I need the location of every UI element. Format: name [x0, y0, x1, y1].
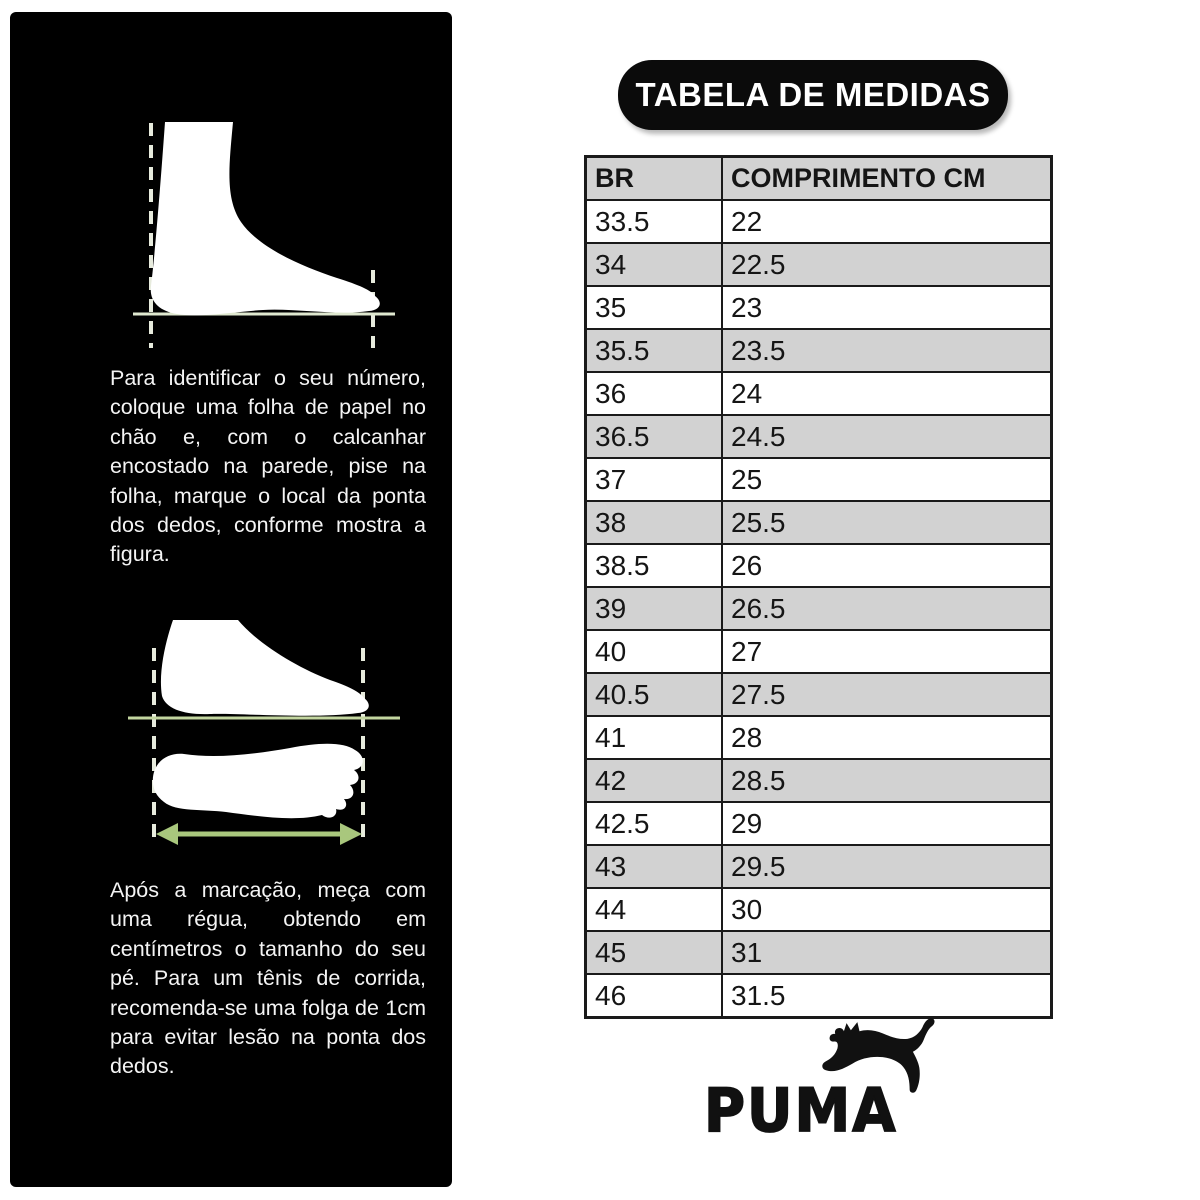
foot-length-measure-illustration [128, 620, 400, 845]
size-cm-cell: 31.5 [721, 973, 1053, 1019]
table-row: 40.5 27.5 [584, 672, 1053, 717]
size-br-cell: 35 [584, 285, 723, 330]
brand-wordmark: PUMA [703, 1076, 898, 1147]
size-table: BR COMPRIMENTO CM 33.5 22 34 22.5 35 23 35.5 23… [584, 155, 1053, 1019]
size-br-cell: 34 [584, 242, 723, 287]
size-br-cell: 43 [584, 844, 723, 889]
table-row: 45 31 [584, 930, 1053, 975]
size-br-cell: 40 [584, 629, 723, 674]
instructions-panel: Para identificar o seu número, coloque u… [10, 12, 452, 1187]
size-cm-cell: 22 [721, 199, 1053, 244]
size-cm-cell: 24 [721, 371, 1053, 416]
table-row: 41 28 [584, 715, 1053, 760]
size-br-cell: 38.5 [584, 543, 723, 588]
size-cm-cell: 22.5 [721, 242, 1053, 287]
puma-leaping-cat-icon [822, 1018, 935, 1093]
instruction-paragraph-2: Após a marcação, meça com uma régua, obt… [110, 878, 426, 1079]
size-br-cell: 44 [584, 887, 723, 932]
size-cm-cell: 29 [721, 801, 1053, 846]
table-row: 44 30 [584, 887, 1053, 932]
column-header-comprimento: COMPRIMENTO CM [721, 155, 1053, 201]
size-cm-cell: 27 [721, 629, 1053, 674]
size-cm-cell: 31 [721, 930, 1053, 975]
page-title: TABELA DE MEDIDAS [618, 60, 1008, 130]
page-title-label: TABELA DE MEDIDAS [635, 76, 991, 113]
size-cm-cell: 26.5 [721, 586, 1053, 631]
table-row: 40 27 [584, 629, 1053, 674]
table-row: 38 25.5 [584, 500, 1053, 545]
foot-silhouette [160, 620, 369, 716]
size-br-cell: 36.5 [584, 414, 723, 459]
table-row: 35.5 23.5 [584, 328, 1053, 373]
size-br-cell: 38 [584, 500, 723, 545]
size-cm-cell: 23.5 [721, 328, 1053, 373]
size-table-body: 33.5 22 34 22.5 35 23 35.5 23.5 36 24 36.5 24.5 37 25… [584, 199, 1053, 1019]
table-row: 36 24 [584, 371, 1053, 416]
size-br-cell: 42.5 [584, 801, 723, 846]
size-cm-cell: 28 [721, 715, 1053, 760]
size-br-cell: 46 [584, 973, 723, 1019]
size-br-cell: 42 [584, 758, 723, 803]
table-row: 42 28.5 [584, 758, 1053, 803]
size-br-cell: 41 [584, 715, 723, 760]
table-row: 46 31.5 [584, 973, 1053, 1019]
length-arrow [156, 823, 362, 845]
column-header-br: BR [584, 155, 723, 201]
size-cm-cell: 30 [721, 887, 1053, 932]
size-cm-cell: 25.5 [721, 500, 1053, 545]
table-header-row: BR COMPRIMENTO CM [584, 155, 1053, 201]
size-br-cell: 45 [584, 930, 723, 975]
size-cm-cell: 25 [721, 457, 1053, 502]
footprint-silhouette [152, 743, 363, 819]
size-br-cell: 33.5 [584, 199, 723, 244]
size-br-cell: 39 [584, 586, 723, 631]
table-row: 43 29.5 [584, 844, 1053, 889]
table-row: 39 26.5 [584, 586, 1053, 631]
size-cm-cell: 28.5 [721, 758, 1053, 803]
size-br-cell: 40.5 [584, 672, 723, 717]
brand-logo: PUMA [703, 1018, 935, 1147]
table-row: 37 25 [584, 457, 1053, 502]
table-row: 33.5 22 [584, 199, 1053, 244]
table-row: 35 23 [584, 285, 1053, 330]
size-cm-cell: 23 [721, 285, 1053, 330]
size-cm-cell: 27.5 [721, 672, 1053, 717]
table-row: 36.5 24.5 [584, 414, 1053, 459]
foot-silhouette [150, 122, 380, 316]
size-br-cell: 36 [584, 371, 723, 416]
table-row: 38.5 26 [584, 543, 1053, 588]
table-row: 42.5 29 [584, 801, 1053, 846]
size-cm-cell: 26 [721, 543, 1053, 588]
size-cm-cell: 29.5 [721, 844, 1053, 889]
table-row: 34 22.5 [584, 242, 1053, 287]
size-br-cell: 37 [584, 457, 723, 502]
size-cm-cell: 24.5 [721, 414, 1053, 459]
size-br-cell: 35.5 [584, 328, 723, 373]
foot-side-view-illustration [133, 122, 395, 348]
instruction-paragraph-1: Para identificar o seu número, coloque u… [110, 366, 426, 567]
